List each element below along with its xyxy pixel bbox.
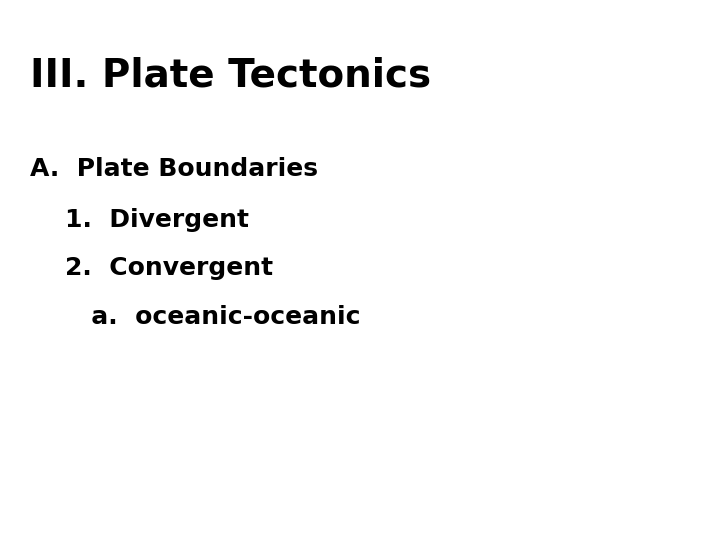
Text: A.  Plate Boundaries: A. Plate Boundaries	[30, 157, 318, 180]
Text: 1.  Divergent: 1. Divergent	[30, 208, 249, 232]
Text: a.  oceanic-oceanic: a. oceanic-oceanic	[30, 305, 361, 329]
Text: 2.  Convergent: 2. Convergent	[30, 256, 274, 280]
Text: III. Plate Tectonics: III. Plate Tectonics	[30, 57, 431, 94]
